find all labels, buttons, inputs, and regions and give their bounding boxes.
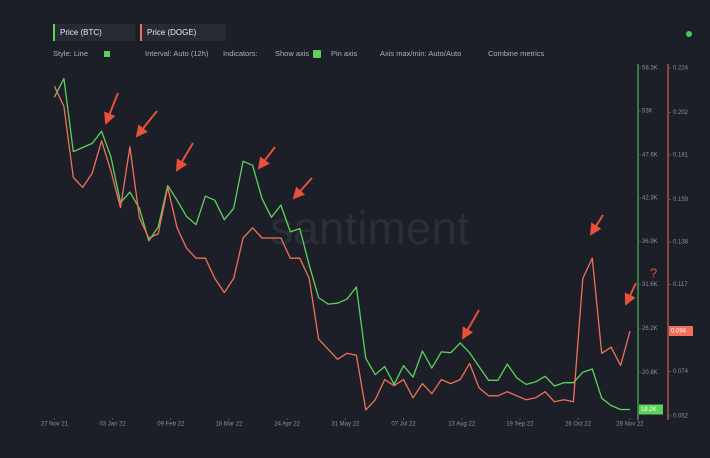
axis-badge — [639, 404, 663, 415]
tab-doge[interactable] — [140, 24, 226, 41]
x-tick-label: 09 Feb 22 — [157, 422, 185, 428]
toolbar-item[interactable]: Indicators: — [223, 49, 258, 58]
axis-badge — [669, 326, 693, 337]
x-tick-label: 31 May 22 — [331, 422, 360, 428]
y-tick-label: 20.8K — [642, 370, 658, 376]
y-tick-label: 26.2K — [642, 326, 658, 332]
y2-tick-label: 0.181 — [673, 153, 689, 159]
plot: 58.3K 53K 47.6K 42.3K 36.9K 31.6K 26.2K 20.8K 0.… — [41, 64, 689, 428]
y2-tick-label: 0.052 — [673, 414, 689, 420]
y2-tick-label: 0.117 — [673, 282, 688, 288]
tab-marker — [53, 24, 55, 41]
y-tick-label: 53K — [642, 109, 653, 115]
y-tick-label: 31.6K — [642, 282, 658, 288]
status-dot — [686, 31, 692, 37]
x-tick-label: 26 Oct 22 — [565, 422, 592, 428]
tab-marker — [140, 24, 142, 41]
x-tick-label: 07 Jul 22 — [391, 422, 416, 428]
toolbar-item[interactable]: Show axis — [275, 49, 309, 58]
toolbar-item[interactable]: Combine metrics — [488, 49, 545, 58]
axis-badge-label: 18.2K — [641, 407, 657, 413]
y2-tick-label: 0.202 — [673, 110, 689, 116]
annotation: ? — [650, 265, 657, 280]
y-tick-label: 47.6K — [642, 152, 658, 158]
checkbox[interactable] — [313, 50, 321, 58]
y2-tick-label: 0.138 — [673, 240, 689, 246]
x-tick-label: 18 Mar 22 — [215, 422, 243, 428]
arrows — [104, 92, 637, 340]
tab-label: Price (BTC) — [60, 28, 102, 37]
toolbar-item[interactable]: Interval: Auto (12h) — [145, 49, 209, 58]
y2-tick-label: 0.074 — [673, 369, 689, 375]
y2-tick-label: 0.224 — [673, 66, 689, 72]
color-swatch[interactable] — [104, 51, 110, 57]
x-tick-label: 19 Sep 22 — [506, 422, 534, 428]
toolbar-item[interactable]: Style: Line — [53, 49, 88, 58]
y-tick-label: 36.9K — [642, 239, 658, 245]
tab-btc[interactable] — [53, 24, 135, 41]
y-tick-label: 58.3K — [642, 66, 658, 72]
y-tick-label: 42.3K — [642, 195, 658, 201]
y2-tick-label: 0.159 — [673, 197, 689, 203]
x-tick-label: 28 Nov 22 — [616, 422, 644, 428]
x-tick-label: 03 Jan 22 — [99, 422, 126, 428]
x-tick-label: 13 Aug 22 — [448, 422, 476, 428]
axis-badge-label: 0.094 — [671, 329, 687, 335]
toolbar-item[interactable]: Axis max/min: Auto/Auto — [380, 49, 461, 58]
x-tick-label: 27 Nov 21 — [41, 422, 69, 428]
series-line — [53, 77, 630, 411]
x-tick-label: 24 Apr 22 — [274, 422, 300, 428]
series-line — [53, 85, 631, 411]
toolbar-item[interactable]: Pin axis — [331, 49, 358, 58]
tab-label: Price (DOGE) — [147, 28, 197, 37]
